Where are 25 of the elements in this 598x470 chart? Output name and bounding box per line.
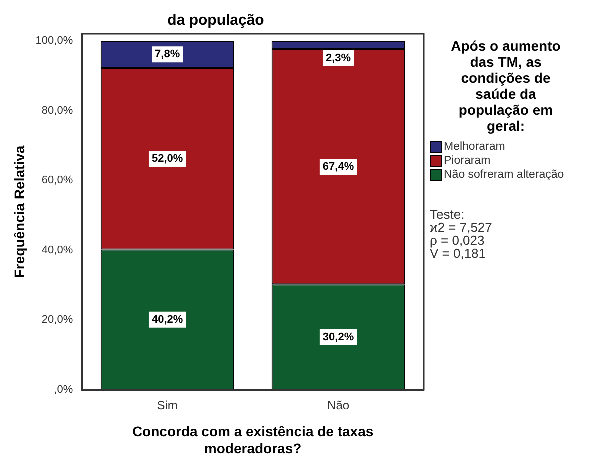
data-label: 30,2%	[322, 331, 354, 344]
legend-label: Melhoraram	[444, 140, 506, 154]
text: Teste:	[430, 207, 466, 222]
y-tick-label: 20,0%	[42, 314, 74, 326]
chart-title: da população	[168, 12, 264, 30]
x-tick-label: Sim	[157, 398, 178, 413]
x-axis-title: Concorda com a existência de taxas moderadoras?	[132, 424, 374, 456]
y-tick-label: 100,0%	[36, 35, 74, 48]
text: V = 0,181	[430, 246, 488, 261]
legend-title: Após o aumento das TM, as condições de saúde da população em geral:	[450, 38, 562, 134]
data-label: 7,8%	[155, 48, 180, 61]
y-axis-title: Frequência Relativa	[11, 146, 28, 278]
data-label: 52,0%	[152, 152, 184, 165]
data-label: 40,2%	[152, 314, 184, 326]
y-tick-label: 80,0%	[42, 104, 74, 117]
text: ρ = 0,023	[430, 233, 485, 248]
text: ϰ2 = 7,527	[430, 220, 494, 235]
y-tick-label: ,0%	[54, 384, 74, 396]
text: Pioraram	[444, 154, 491, 168]
legend-label: Não sofreram alteração	[444, 168, 564, 182]
y-tick-label: 40,0%	[42, 244, 74, 256]
y-tick-label: 60,0%	[42, 174, 74, 187]
x-tick-label: Não	[328, 398, 350, 413]
data-label: 67,4%	[322, 161, 354, 174]
data-label: 2,3%	[326, 52, 352, 64]
